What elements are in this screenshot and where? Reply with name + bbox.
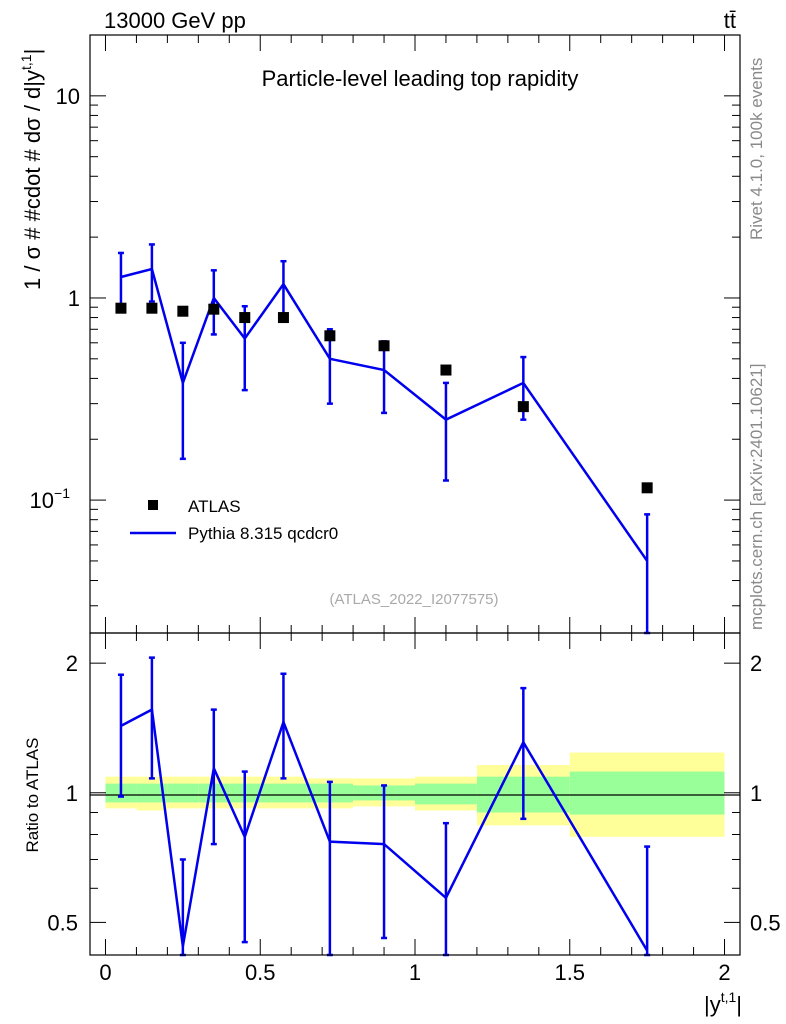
data-point xyxy=(115,302,127,314)
main-y-tick-label: 10−1 xyxy=(30,485,71,513)
main-frame xyxy=(89,34,741,634)
main-y-tick-label-exp: −1 xyxy=(54,485,70,501)
source-label: mcplots.cern.ch [arXiv:2401.10621] xyxy=(747,364,766,630)
ratio-y-tick-label-left: 2 xyxy=(66,651,78,676)
ratio-y-tick-label-left: 0.5 xyxy=(47,910,78,935)
main-panel: Particle-level leading top rapidity 10−1… xyxy=(18,34,741,635)
legend-data-label: ATLAS xyxy=(188,497,241,516)
data-point xyxy=(517,401,529,413)
ratio-y-tick-label-right: 1 xyxy=(750,781,762,806)
process-label: 13000 GeV pp xyxy=(104,8,246,33)
ratio-panel: 0.5 0.5 1 1 2 2 0 0.5 1 1.5 2 Ratio to ATLAS |yt,1… xyxy=(23,632,781,1017)
main-y-tick-label-base: 10 xyxy=(30,488,54,513)
ratio-y-tick-label-left: 1 xyxy=(66,781,78,806)
ratio-y-tick-label-right: 2 xyxy=(750,651,762,676)
ratio-axis-ticks: 0.5 0.5 1 1 2 2 0 0.5 1 1.5 2 xyxy=(47,633,781,985)
x-tick-label: 1 xyxy=(409,960,421,985)
main-plot-marks xyxy=(115,243,653,635)
x-tick-label: 0 xyxy=(99,960,111,985)
final-state-label: tt̄ xyxy=(724,8,736,33)
main-y-axis-label: 1 / σ # #cdot # dσ / d|yt,1| xyxy=(18,49,45,290)
ratio-plot-marks xyxy=(117,656,651,957)
ratio-inner-band xyxy=(260,783,307,803)
ratio-y-tick-label-right: 0.5 xyxy=(750,910,781,935)
data-point xyxy=(378,340,390,352)
x-axis-label-close: | xyxy=(736,992,742,1017)
data-point xyxy=(324,330,336,342)
ratio-y-axis-label: Ratio to ATLAS xyxy=(23,738,42,853)
ratio-series-line xyxy=(120,707,649,952)
data-point xyxy=(440,364,452,376)
x-tick-label: 2 xyxy=(718,960,730,985)
legend-data-marker xyxy=(148,500,158,510)
chart-title: Particle-level leading top rapidity xyxy=(262,66,579,91)
data-point xyxy=(177,305,189,317)
x-axis-label-text: |y xyxy=(704,992,721,1017)
mc-series-line xyxy=(120,267,649,562)
ratio-inner-band xyxy=(136,783,168,803)
x-tick-label: 0.5 xyxy=(245,960,276,985)
x-tick-label: 1.5 xyxy=(554,960,585,985)
ratio-inner-band xyxy=(569,771,725,815)
main-y-axis-label-sup: t,1 xyxy=(18,54,34,70)
main-y-axis-label-text: 1 / σ # #cdot # dσ / d|y xyxy=(20,70,45,290)
ratio-frame xyxy=(89,632,741,956)
data-point xyxy=(641,482,653,494)
rivet-label: Rivet 4.1.0, 100k events xyxy=(747,58,766,240)
analysis-label: (ATLAS_2022_I2077575) xyxy=(329,591,498,608)
legend: ATLAS Pythia 8.315 qcdcr0 xyxy=(130,497,338,543)
ratio-inner-band xyxy=(415,783,477,805)
x-axis-label-sup: t,1 xyxy=(721,989,737,1005)
ratio-inner-band xyxy=(167,783,199,803)
x-axis-label: |yt,1| xyxy=(704,989,742,1017)
main-y-axis-label-close: | xyxy=(20,49,45,55)
data-point xyxy=(277,312,289,324)
data-point xyxy=(208,303,220,315)
data-point xyxy=(146,302,158,314)
main-y-tick-label: 1 xyxy=(68,286,80,311)
legend-mc-label: Pythia 8.315 qcdcr0 xyxy=(188,524,338,543)
main-y-tick-label: 10 xyxy=(56,84,80,109)
data-point xyxy=(239,312,251,324)
